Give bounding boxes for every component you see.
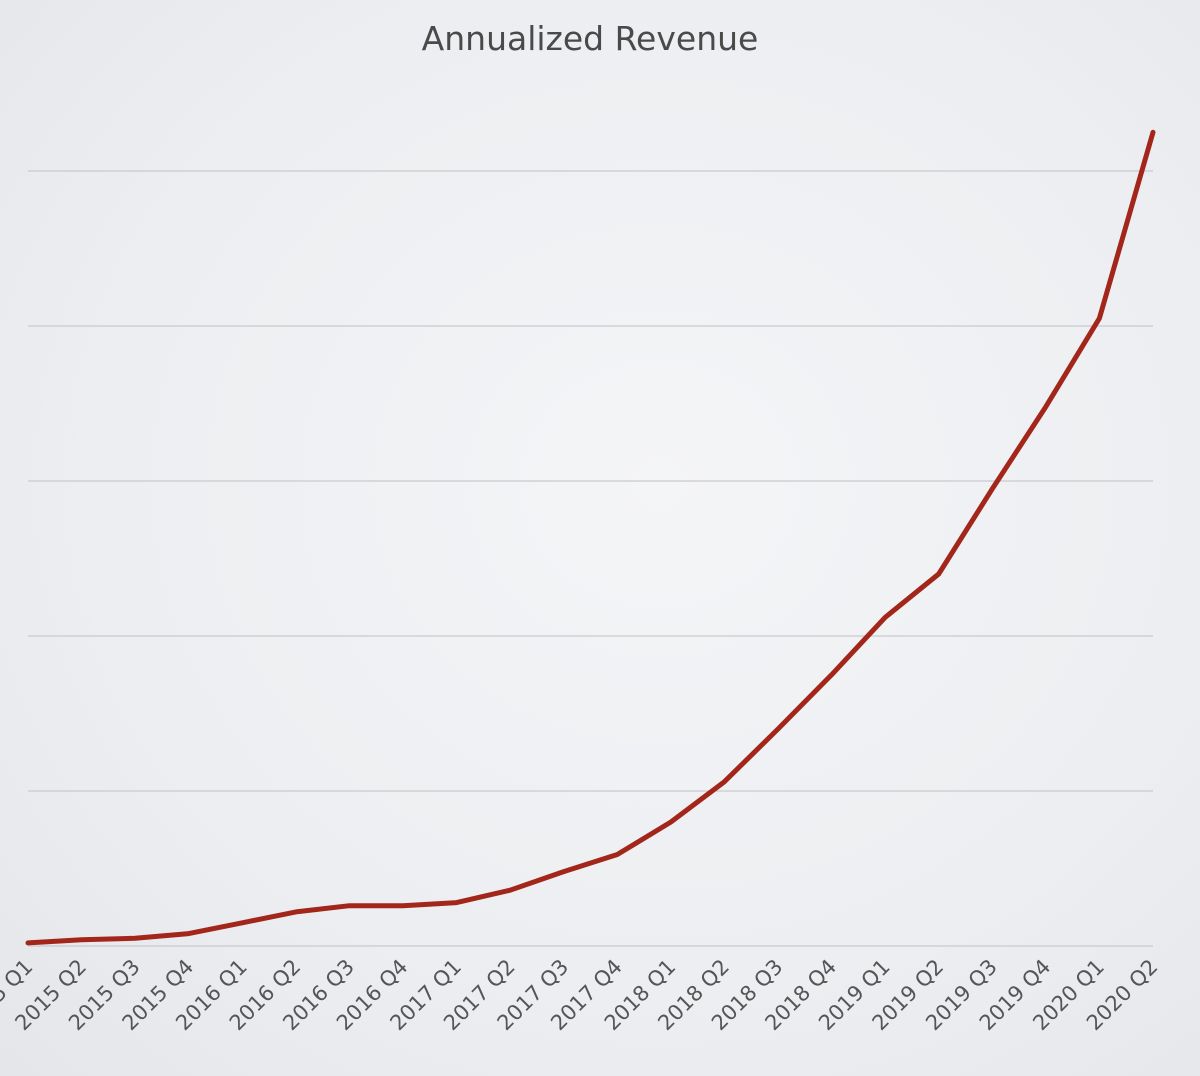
chart-title: Annualized Revenue <box>422 19 759 58</box>
series-line-1 <box>25 129 1156 946</box>
data-point <box>883 615 888 620</box>
data-point <box>722 779 727 784</box>
series-layer <box>25 129 1156 946</box>
data-point <box>240 920 245 925</box>
data-point <box>936 572 941 576</box>
data-point <box>79 937 84 942</box>
data-point <box>829 672 834 677</box>
data-point <box>776 727 780 731</box>
data-point <box>26 940 30 945</box>
data-point <box>1043 404 1048 409</box>
data-point <box>454 900 459 905</box>
data-point <box>1151 130 1155 135</box>
data-point <box>293 909 298 914</box>
data-point <box>668 820 673 824</box>
gridlines <box>28 170 1153 947</box>
data-point <box>347 903 352 908</box>
data-point <box>401 903 405 908</box>
data-point <box>990 486 995 491</box>
data-point <box>1097 316 1102 321</box>
data-point <box>561 869 566 874</box>
data-point <box>615 852 620 857</box>
data-point <box>508 888 513 893</box>
data-point <box>133 936 138 941</box>
data-point <box>186 931 191 936</box>
